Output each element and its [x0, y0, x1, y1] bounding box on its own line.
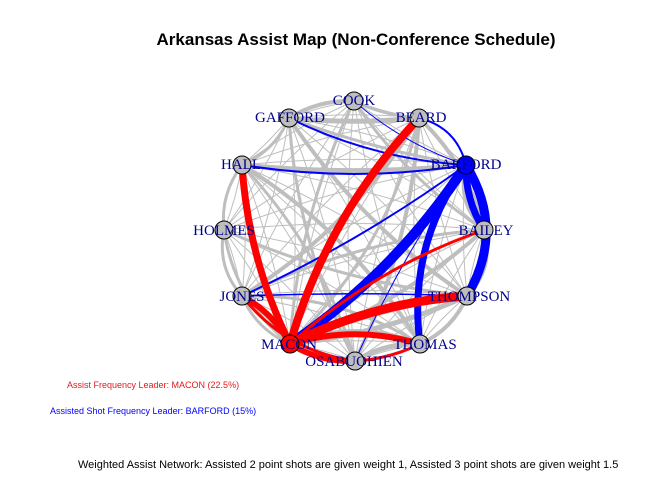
node-label-bailey: BAILEY	[459, 223, 514, 239]
edge-barford-hall	[241, 164, 467, 175]
edge-bailey-holmes	[223, 223, 485, 231]
node-hall	[232, 155, 252, 175]
node-label-jones: JONES	[219, 289, 264, 305]
node-gafford	[279, 108, 299, 128]
node-label-hall: HALL	[221, 157, 261, 173]
edge-macon-hall	[238, 161, 294, 348]
assist-frequency-leader-note: Assist Frequency Leader: MACON (22.5%)	[67, 380, 240, 390]
node-thomas	[410, 334, 430, 354]
node-barford	[456, 155, 476, 175]
node-label-gafford: GAFFORD	[255, 110, 325, 126]
label-layer: COOK BEARD BARFORD BAILEY THOMPSON THOMASOSAB…	[193, 93, 513, 370]
edge-cook-macon	[288, 99, 356, 346]
edge-barford-jones	[241, 164, 467, 297]
node-jones	[232, 286, 252, 306]
edge-thomas-hall	[240, 163, 422, 346]
edge-cook-osabuohien	[347, 100, 356, 362]
edge-macon-beard	[288, 116, 421, 346]
node-bailey	[474, 220, 494, 240]
node-label-cook: COOK	[333, 93, 376, 109]
edge-barford-gafford	[288, 117, 467, 166]
edge-gafford-barford	[287, 116, 468, 167]
edge-jones-gafford	[241, 117, 290, 297]
edge-barford-macon	[289, 164, 467, 345]
assisted-shot-leader-note: Assisted Shot Frequency Leader: BARFORD …	[50, 406, 257, 416]
edge-gafford-thompson	[287, 116, 469, 298]
edge-gafford-beard	[286, 115, 422, 124]
chart-title: Arkansas Assist Map (Non-Conference Sche…	[156, 30, 556, 49]
edge-barford-thomas	[419, 164, 467, 345]
node-label-thompson: THOMPSON	[428, 289, 511, 305]
node-label-thomas: THOMAS	[393, 337, 456, 353]
node-macon	[280, 334, 300, 354]
node-label-holmes: HOLMES	[193, 223, 255, 239]
edge-thompson-gafford	[288, 117, 468, 297]
node-holmes	[214, 220, 234, 240]
edge-cook-jones	[241, 100, 355, 297]
node-beard	[409, 108, 429, 128]
node-label-osabuohien: OSABUOHIEN	[305, 354, 403, 370]
edge-macon-hall	[241, 164, 291, 345]
edge-osabuohien-holmes	[223, 229, 356, 362]
node-thompson	[457, 286, 477, 306]
edge-hall-barford	[239, 162, 469, 174]
node-layer	[214, 91, 494, 371]
edge-barford-cook	[353, 100, 467, 166]
edge-cook-thompson	[353, 100, 468, 297]
edge-macon-beard	[286, 114, 423, 348]
node-label-macon: MACON	[261, 337, 317, 353]
node-cook	[344, 91, 364, 111]
edge-macon-bailey	[288, 228, 486, 346]
node-osabuohien	[345, 351, 365, 371]
node-label-beard: BEARD	[396, 110, 447, 126]
edge-layer	[220, 98, 491, 365]
edge-macon-thompson	[285, 291, 472, 349]
node-label-barford: BARFORD	[431, 157, 502, 173]
footnote: Weighted Assist Network: Assisted 2 poin…	[78, 459, 619, 471]
